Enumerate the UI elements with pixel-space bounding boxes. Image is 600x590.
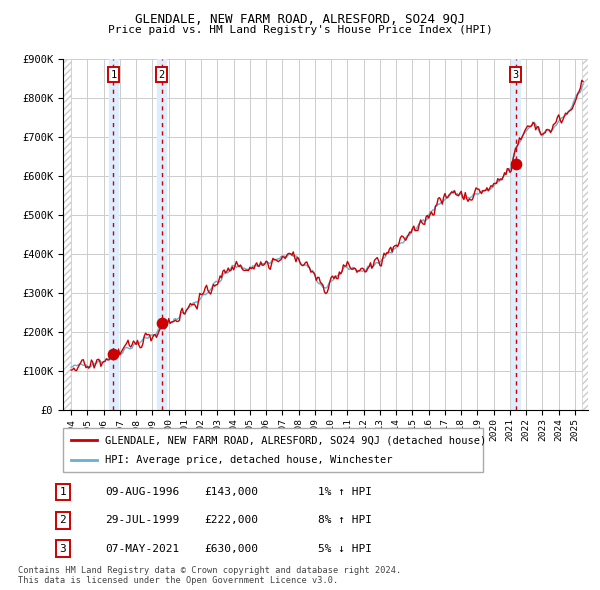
Text: £143,000: £143,000 bbox=[204, 487, 258, 497]
FancyBboxPatch shape bbox=[63, 428, 483, 472]
Text: This data is licensed under the Open Government Licence v3.0.: This data is licensed under the Open Gov… bbox=[18, 576, 338, 585]
Text: £630,000: £630,000 bbox=[204, 544, 258, 553]
Point bbox=[157, 319, 166, 328]
Point bbox=[109, 349, 118, 359]
Bar bbox=[63, 59, 71, 410]
Bar bbox=[511, 59, 520, 410]
Text: 2: 2 bbox=[59, 516, 67, 525]
Text: 09-AUG-1996: 09-AUG-1996 bbox=[105, 487, 179, 497]
Text: GLENDALE, NEW FARM ROAD, ALRESFORD, SO24 9QJ (detached house): GLENDALE, NEW FARM ROAD, ALRESFORD, SO24… bbox=[105, 435, 486, 445]
Text: 3: 3 bbox=[59, 544, 67, 553]
Text: Price paid vs. HM Land Registry's House Price Index (HPI): Price paid vs. HM Land Registry's House … bbox=[107, 25, 493, 35]
Bar bbox=[109, 59, 118, 410]
Text: 2: 2 bbox=[158, 70, 165, 80]
Text: £222,000: £222,000 bbox=[204, 516, 258, 525]
Text: 1: 1 bbox=[59, 487, 67, 497]
Text: 07-MAY-2021: 07-MAY-2021 bbox=[105, 544, 179, 553]
Text: 29-JUL-1999: 29-JUL-1999 bbox=[105, 516, 179, 525]
Text: 1: 1 bbox=[110, 70, 116, 80]
Bar bbox=[582, 59, 588, 410]
Text: 5% ↓ HPI: 5% ↓ HPI bbox=[318, 544, 372, 553]
Text: HPI: Average price, detached house, Winchester: HPI: Average price, detached house, Winc… bbox=[105, 455, 392, 464]
Text: Contains HM Land Registry data © Crown copyright and database right 2024.: Contains HM Land Registry data © Crown c… bbox=[18, 566, 401, 575]
Text: 1% ↑ HPI: 1% ↑ HPI bbox=[318, 487, 372, 497]
Text: GLENDALE, NEW FARM ROAD, ALRESFORD, SO24 9QJ: GLENDALE, NEW FARM ROAD, ALRESFORD, SO24… bbox=[135, 13, 465, 26]
Text: 3: 3 bbox=[512, 70, 519, 80]
Text: 8% ↑ HPI: 8% ↑ HPI bbox=[318, 516, 372, 525]
Point bbox=[511, 160, 521, 169]
Bar bbox=[157, 59, 166, 410]
